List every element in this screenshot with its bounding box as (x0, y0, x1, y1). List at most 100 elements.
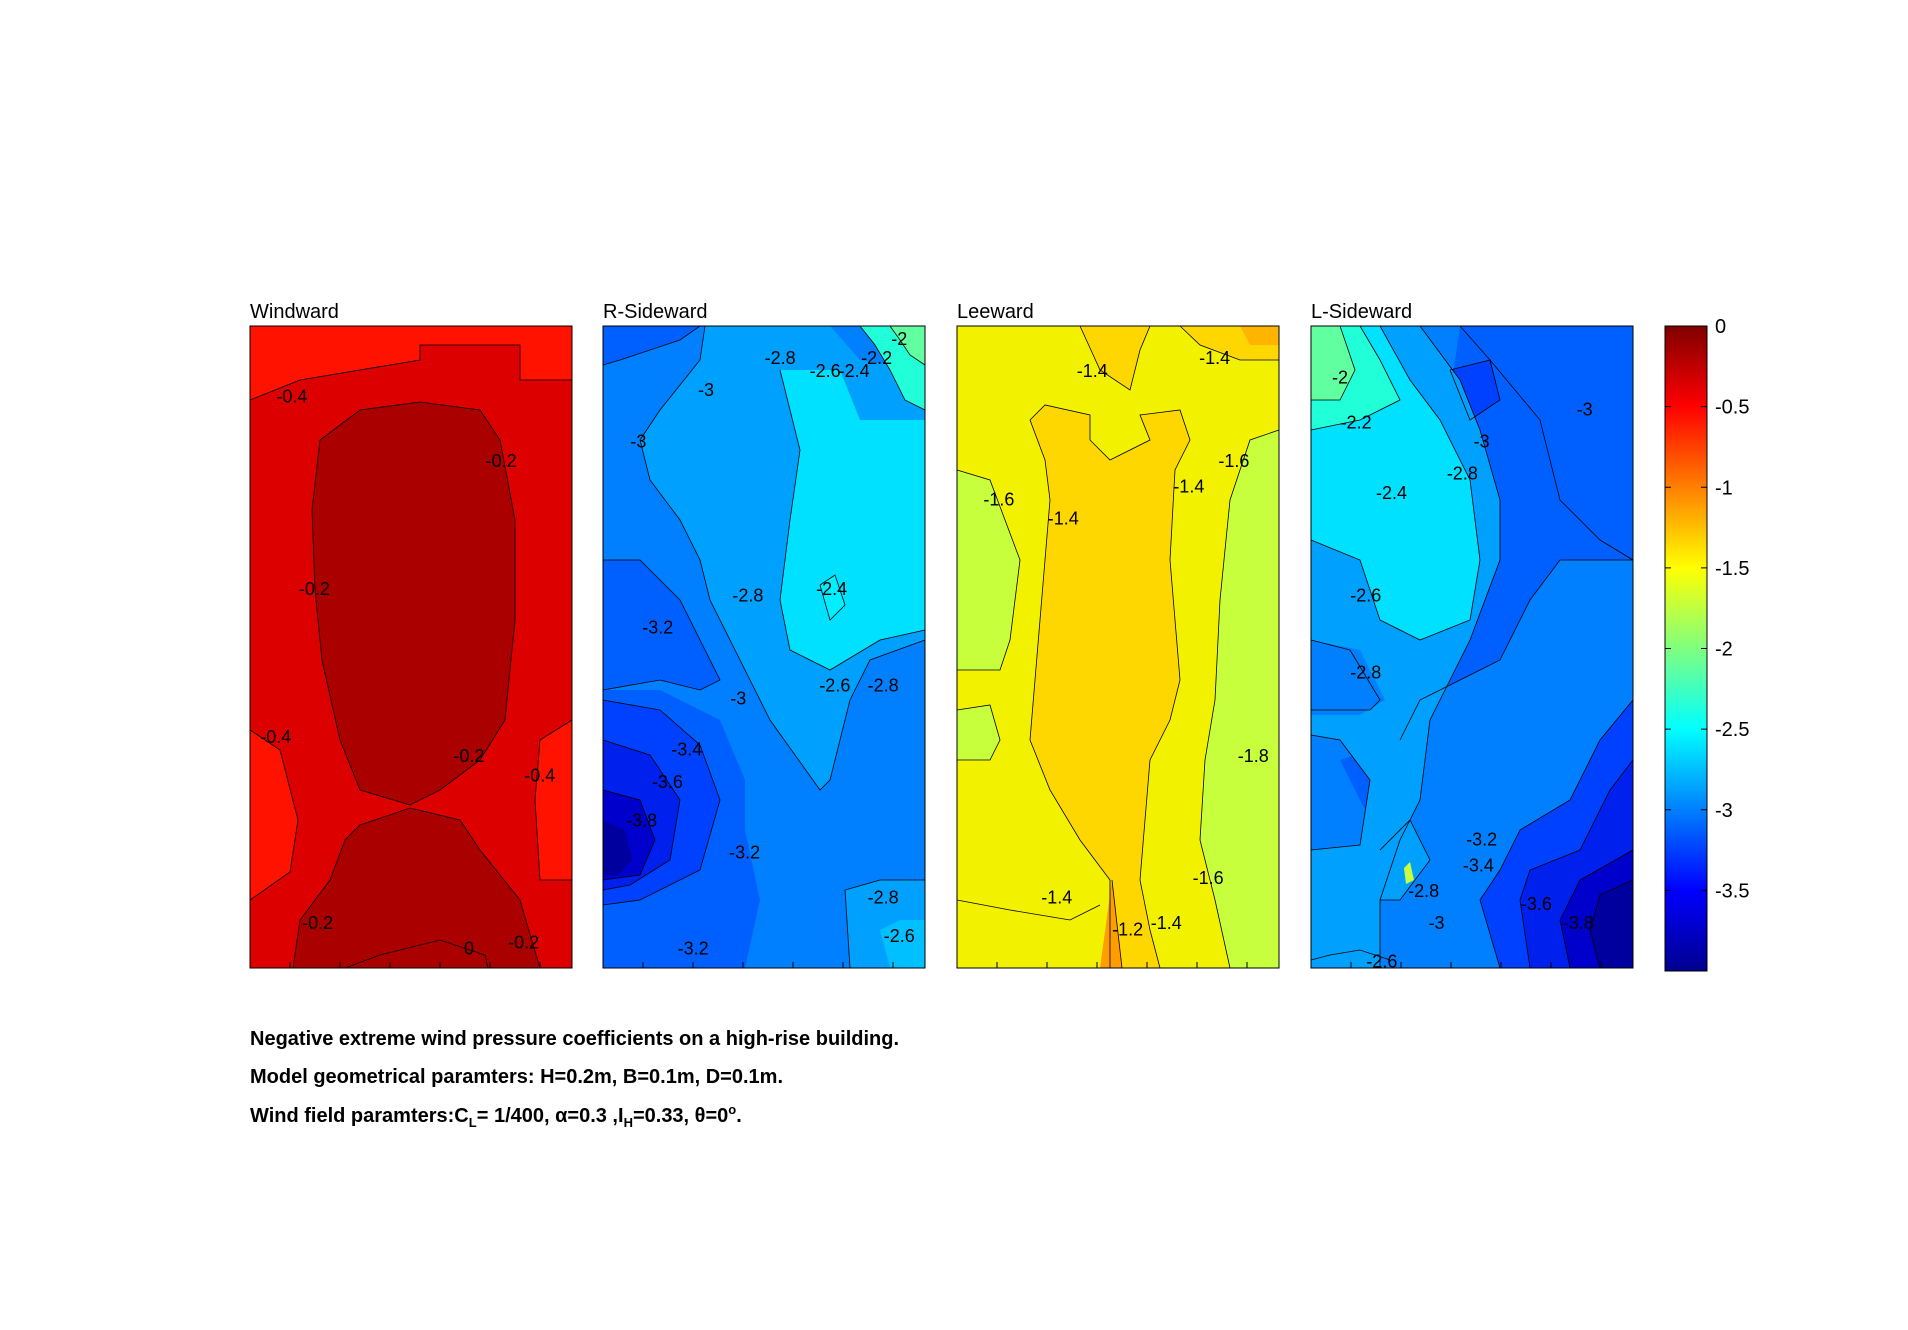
l-sideward-contour (1311, 325, 1356, 401)
l-sideward-contour (1449, 359, 1501, 421)
contour-label: -3.8 (626, 810, 657, 830)
caption-line-3-sub-l: L (468, 1115, 477, 1130)
r-sideward-contour (819, 574, 846, 621)
windward-core (312, 402, 515, 805)
leeward-band (957, 470, 1020, 670)
contour-label: -3 (730, 688, 746, 708)
panel-title-windward: Windward (250, 301, 339, 323)
l-sideward-band (1450, 360, 1500, 420)
contour-label: -0.4 (524, 765, 555, 785)
l-sideward-band (1404, 862, 1414, 884)
r-sideward-ticks (642, 962, 894, 968)
leeward-contour (956, 469, 1021, 671)
panel-title-r-sideward: R-Sideward (603, 301, 707, 323)
contour-label: -2.8 (1350, 663, 1381, 683)
contour-label: 0 (464, 939, 474, 959)
l-sideward-contour (1479, 699, 1634, 969)
l-sideward-band (1311, 640, 1385, 715)
r-sideward-band (603, 326, 700, 365)
contour-label: -3 (698, 380, 714, 400)
contour-label: -2.8 (868, 676, 899, 696)
contour-label: -1.4 (1077, 361, 1108, 381)
r-sideward-contour (779, 369, 926, 671)
contour-label: -1.4 (1151, 913, 1182, 933)
leeward-contour (1029, 404, 1191, 969)
contour-label: -2.6 (884, 926, 915, 946)
r-sideward-frame (602, 325, 926, 969)
panel-title-leeward: Leeward (957, 301, 1034, 323)
caption-line-2: Model geometrical paramters: H=0.2m, B=0… (250, 1066, 783, 1088)
contour-label: -3.4 (671, 740, 702, 760)
leeward-band (1100, 880, 1122, 968)
contour-label: -3.2 (642, 618, 673, 638)
colorbar-tick-label: -2 (1715, 639, 1733, 661)
windward-frame (249, 325, 573, 969)
windward-band (535, 720, 572, 880)
r-sideward-band (890, 326, 925, 365)
contour-label: -2.6 (1366, 952, 1397, 972)
colorbar-tick-label: 0 (1715, 316, 1726, 338)
contour-label: -1.8 (1238, 746, 1269, 766)
caption-line-1: Negative extreme wind pressure coefficie… (250, 1028, 900, 1050)
l-sideward-contour (1379, 819, 1431, 901)
l-sideward-contour (1310, 325, 1401, 431)
r-sideward-band (880, 920, 925, 968)
contour-label: -1.4 (1048, 509, 1079, 529)
colorbar-tick-label: -2.5 (1715, 719, 1749, 741)
colorbar: 0 -0.5 -1 -1.5 -2 -2.5 -3 -3.5 (1664, 316, 1749, 972)
leeward-band (957, 705, 1000, 760)
caption-line-3: Wind field paramters:CL= 1/400, α=0.3 ,I… (250, 1102, 742, 1130)
r-sideward-contour (602, 699, 721, 906)
contour-label: -3.2 (678, 939, 709, 959)
leeward-contour (1111, 879, 1123, 969)
contour-label: -2.8 (1408, 881, 1439, 901)
l-sideward-band (1590, 880, 1633, 968)
contour-label: -2.6 (1350, 586, 1381, 606)
l-sideward-contour (1310, 949, 1391, 961)
l-sideward-contour (1519, 759, 1634, 969)
contour-label: -2.4 (839, 361, 870, 381)
contour-label: -3.8 (1563, 913, 1594, 933)
l-sideward-contour (1589, 879, 1634, 969)
windward-contour (249, 344, 572, 401)
contour-label: -3 (630, 432, 646, 452)
contour-label: -2.8 (868, 887, 899, 907)
windward-contour (534, 719, 573, 881)
l-sideward-frame (1310, 325, 1634, 969)
leeward-band (1240, 326, 1279, 345)
colorbar-gradient (1664, 325, 1708, 972)
contour-label: -3.6 (1521, 894, 1552, 914)
contour-label: -2 (891, 329, 907, 349)
r-sideward-band (603, 820, 632, 875)
contour-label: -0.4 (276, 387, 307, 407)
l-sideward-contour (1379, 325, 1501, 968)
r-sideward-contour (602, 325, 701, 366)
windward-band (250, 326, 572, 400)
contour-label: -0.2 (302, 913, 333, 933)
panel-title-l-sideward: L-Sideward (1311, 301, 1412, 323)
contour-label: -2.6 (819, 676, 850, 696)
windward-contour-labels: -0.4 -0.2 -0.2 -0.4 -0.2 -0.4 -0.2 0 -0.2 (260, 387, 555, 959)
leeward-ticks (996, 962, 1248, 968)
contour-label: -2.2 (861, 348, 892, 368)
contour-label: -1.4 (1199, 348, 1230, 368)
l-sideward-contour (1399, 559, 1633, 741)
colorbar-ticks: 0 -0.5 -1 -1.5 -2 -2.5 -3 -3.5 (1665, 316, 1749, 902)
l-sideward-contour (1310, 325, 1481, 641)
leeward-contour (1079, 325, 1151, 391)
contour-label: -3.4 (1463, 855, 1494, 875)
contour-label: -2.4 (816, 579, 847, 599)
contour-label: -1.4 (1041, 887, 1072, 907)
leeward-frame (956, 325, 1280, 969)
contour-label: -0.2 (486, 451, 517, 471)
windward-ticks (289, 962, 541, 968)
windward-contour (311, 401, 516, 806)
contour-label: -3.2 (1466, 830, 1497, 850)
contour-label: -0.2 (508, 932, 539, 952)
leeward-contour (956, 704, 1001, 761)
windward-contour (249, 729, 299, 901)
r-sideward-contour (602, 789, 656, 881)
leeward-contour (1029, 419, 1111, 968)
colorbar-tick-label: -3 (1715, 800, 1733, 822)
